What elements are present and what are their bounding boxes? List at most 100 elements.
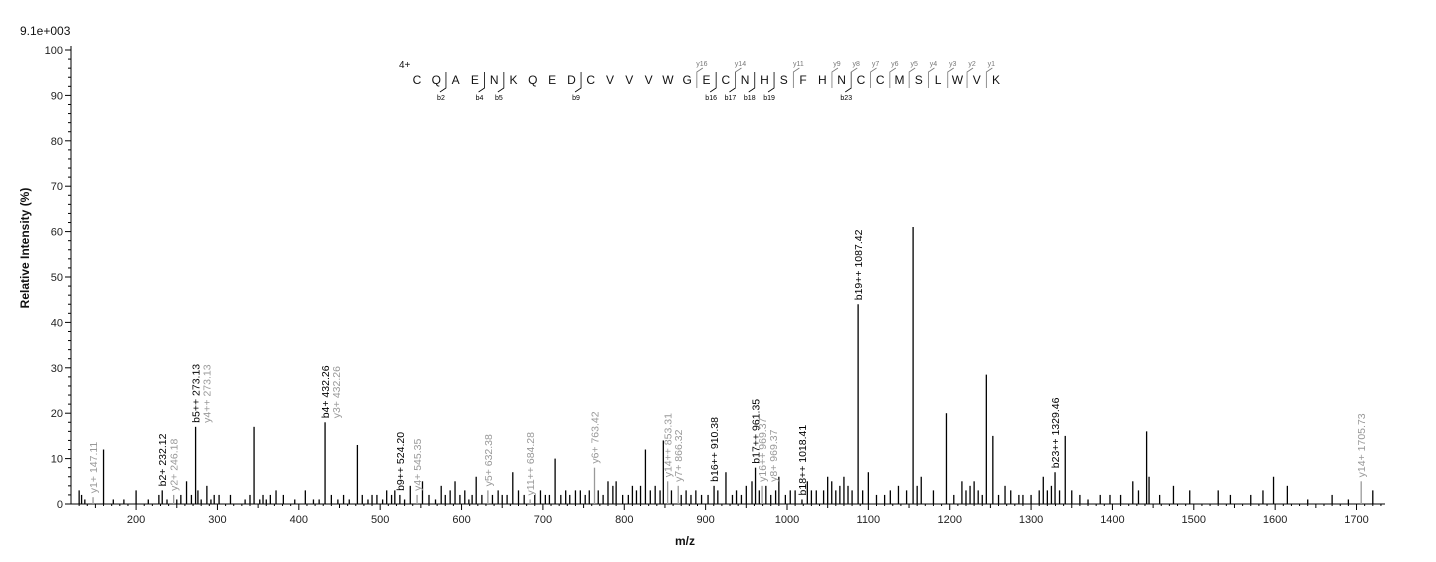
peak-annotation-label: b23++ 1329.46 [1050, 397, 1062, 468]
precursor-charge-label: 4+ [399, 60, 411, 71]
peak-annotation-label: b4+ 432.26 [320, 365, 332, 418]
peak-annotation-label: y4+ 545.35 [412, 439, 424, 491]
y-tick-label: 90 [51, 90, 63, 102]
b-ion-marker [748, 72, 756, 93]
sequence-residue: C [586, 73, 595, 87]
y-ion-label: y3 [949, 61, 957, 68]
peak-annotation-label: b19++ 1087.42 [853, 229, 865, 300]
b-ion-label: b2 [437, 95, 445, 102]
sequence-residue: W [952, 73, 964, 87]
sequence-residue: C [413, 73, 422, 87]
b-ion-label: b4 [476, 95, 484, 102]
b-ion-marker [729, 72, 736, 93]
y-ion-label: y14 [735, 61, 746, 68]
b-ion-marker [767, 72, 775, 93]
y-ion-marker [889, 67, 897, 88]
x-tick-label: 700 [534, 514, 552, 526]
y-ion-label: y9 [833, 61, 841, 68]
sequence-residue: K [992, 73, 1000, 87]
y-ion-label: y11 [793, 61, 804, 68]
x-tick-label: 300 [208, 514, 226, 526]
y-ion-marker [985, 67, 993, 88]
sequence-residue: W [662, 73, 674, 87]
y-ion-marker [870, 67, 877, 88]
y-ion-label: y16 [696, 61, 707, 68]
x-tick-label: 1000 [775, 514, 799, 526]
x-tick-label: 1100 [857, 514, 881, 526]
peak-annotation-label: y14++ 853.31 [663, 413, 675, 477]
peak-annotation-label: y7+ 866.32 [673, 429, 685, 481]
b-ion-label: b16 [705, 95, 717, 102]
peak-annotation-label: b9++ 524.20 [395, 432, 407, 491]
y-ion-marker [792, 67, 800, 88]
b-ion-label: b9 [572, 95, 580, 102]
sequence-residue: S [780, 73, 788, 87]
y-ion-marker [947, 67, 954, 88]
sequence-residue: C [876, 73, 885, 87]
peak-annotation-label: y3+ 432.26 [331, 366, 343, 418]
y-ion-marker [850, 67, 858, 88]
y-ion-label: y7 [872, 61, 880, 68]
y-axis-title: Relative Intensity (%) [18, 188, 32, 309]
x-tick-label: 400 [290, 514, 308, 526]
y-ion-label: y2 [968, 61, 976, 68]
sequence-residue: H [818, 73, 827, 87]
y-ion-marker [831, 67, 839, 88]
sequence-residue: Q [432, 73, 441, 87]
sequence-residue: E [471, 73, 479, 87]
peak-annotation-label: y14+ 1705.73 [1356, 413, 1368, 477]
b-ion-marker [439, 72, 447, 93]
x-tick-label: 1300 [1019, 514, 1043, 526]
y-tick-label: 20 [51, 408, 63, 420]
peak-annotation-label: y6+ 763.42 [590, 411, 602, 463]
sequence-residue: F [799, 73, 806, 87]
peak-annotation-label: y1+ 147.11 [88, 442, 100, 494]
intensity-scale-label: 9.1e+003 [20, 24, 71, 38]
x-tick-label: 1400 [1100, 514, 1124, 526]
peak-annotation-label: y16++ 969.37 [757, 417, 769, 481]
peak-annotation-label: y4++ 273.13 [202, 364, 214, 423]
x-tick-label: 800 [615, 514, 633, 526]
sequence-residue: V [973, 73, 981, 87]
y-tick-label: 50 [51, 272, 63, 284]
sequence-residue: G [683, 73, 692, 87]
peak-annotation-label: y2+ 246.18 [169, 439, 181, 491]
sequence-residue: M [895, 73, 905, 87]
peak-annotation-label: b16++ 910.38 [709, 417, 721, 482]
sequence-residue: C [857, 73, 866, 87]
y-ion-marker [928, 67, 935, 88]
x-tick-label: 900 [696, 514, 714, 526]
b-ion-marker [845, 72, 852, 93]
peak-annotation-label: b17++ 961.35 [751, 399, 763, 464]
y-tick-label: 40 [51, 317, 63, 329]
sequence-residue: N [837, 73, 846, 87]
x-tick-label: 1600 [1263, 514, 1287, 526]
b-ion-label: b19 [763, 95, 775, 102]
y-ion-label: y8 [853, 61, 861, 68]
b-ion-marker [478, 72, 485, 93]
sequence-residue: V [606, 73, 614, 87]
peak-annotations: y1+ 147.11 b2+ 232.12 y2+ 246.18 b5++ 273.1… [88, 229, 1368, 495]
axes: 200 300 400 500 600 700 800 900 1000 1100 1200 1300… [45, 45, 1385, 526]
y-tick-label: 60 [51, 227, 63, 239]
sequence-residue: N [741, 73, 750, 87]
b-ion-marker [574, 72, 582, 93]
sequence-residue: H [760, 73, 769, 87]
sequence-residue: V [645, 73, 653, 87]
b-ion-label: b23 [840, 95, 852, 102]
sequence-residue: K [509, 73, 517, 87]
b-ion-label: b5 [495, 95, 503, 102]
peak-annotation-label: y5+ 632.38 [483, 434, 495, 486]
peak-annotation-label: y8+ 969.37 [768, 429, 780, 481]
b-ion-marker [709, 72, 717, 93]
peak-annotation-label: b5++ 273.13 [191, 364, 203, 423]
peak-annotation-label: y11++ 684.28 [525, 432, 537, 496]
y-tick-label: 70 [51, 181, 63, 193]
y-tick-label: 30 [51, 363, 63, 375]
x-tick-label: 200 [127, 514, 145, 526]
x-tick-label: 1700 [1344, 514, 1368, 526]
y-ion-label: y5 [910, 61, 918, 68]
sequence-residue: Q [528, 73, 537, 87]
y-tick-label: 100 [45, 45, 63, 57]
